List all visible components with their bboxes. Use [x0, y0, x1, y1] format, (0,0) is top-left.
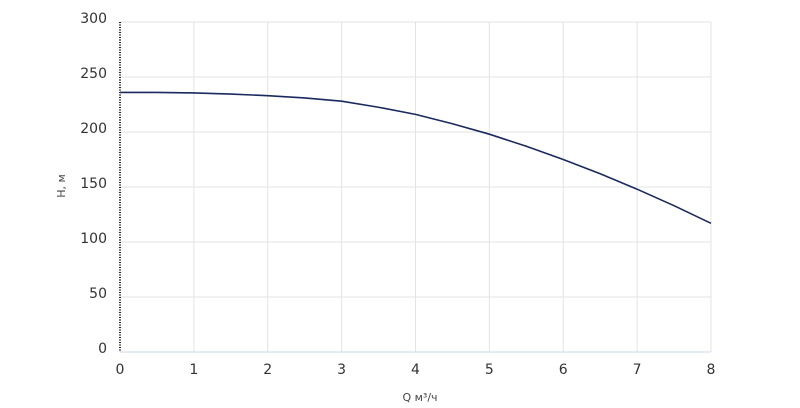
y-tick-label: 50 [89, 286, 107, 302]
y-tick-label: 100 [80, 231, 107, 247]
x-axis-title: Q м³/ч [402, 391, 437, 404]
y-tick-label: 0 [98, 341, 107, 357]
x-tick-label: 6 [559, 362, 568, 378]
y-tick-label: 150 [80, 176, 107, 192]
x-tick-label: 1 [189, 362, 198, 378]
x-tick-label: 3 [337, 362, 346, 378]
y-tick-label: 300 [80, 11, 107, 27]
y-tick-label: 250 [80, 66, 107, 82]
x-tick-label: 5 [485, 362, 494, 378]
line-series [120, 91, 712, 225]
y-tick-label: 200 [80, 121, 107, 137]
x-tick-label: 0 [116, 362, 125, 378]
x-tick-label: 8 [707, 362, 716, 378]
x-tick-label: 4 [411, 362, 420, 378]
x-tick-label: 7 [633, 362, 642, 378]
x-tick-label: 2 [263, 362, 272, 378]
y-axis-title: H, м [55, 174, 68, 198]
